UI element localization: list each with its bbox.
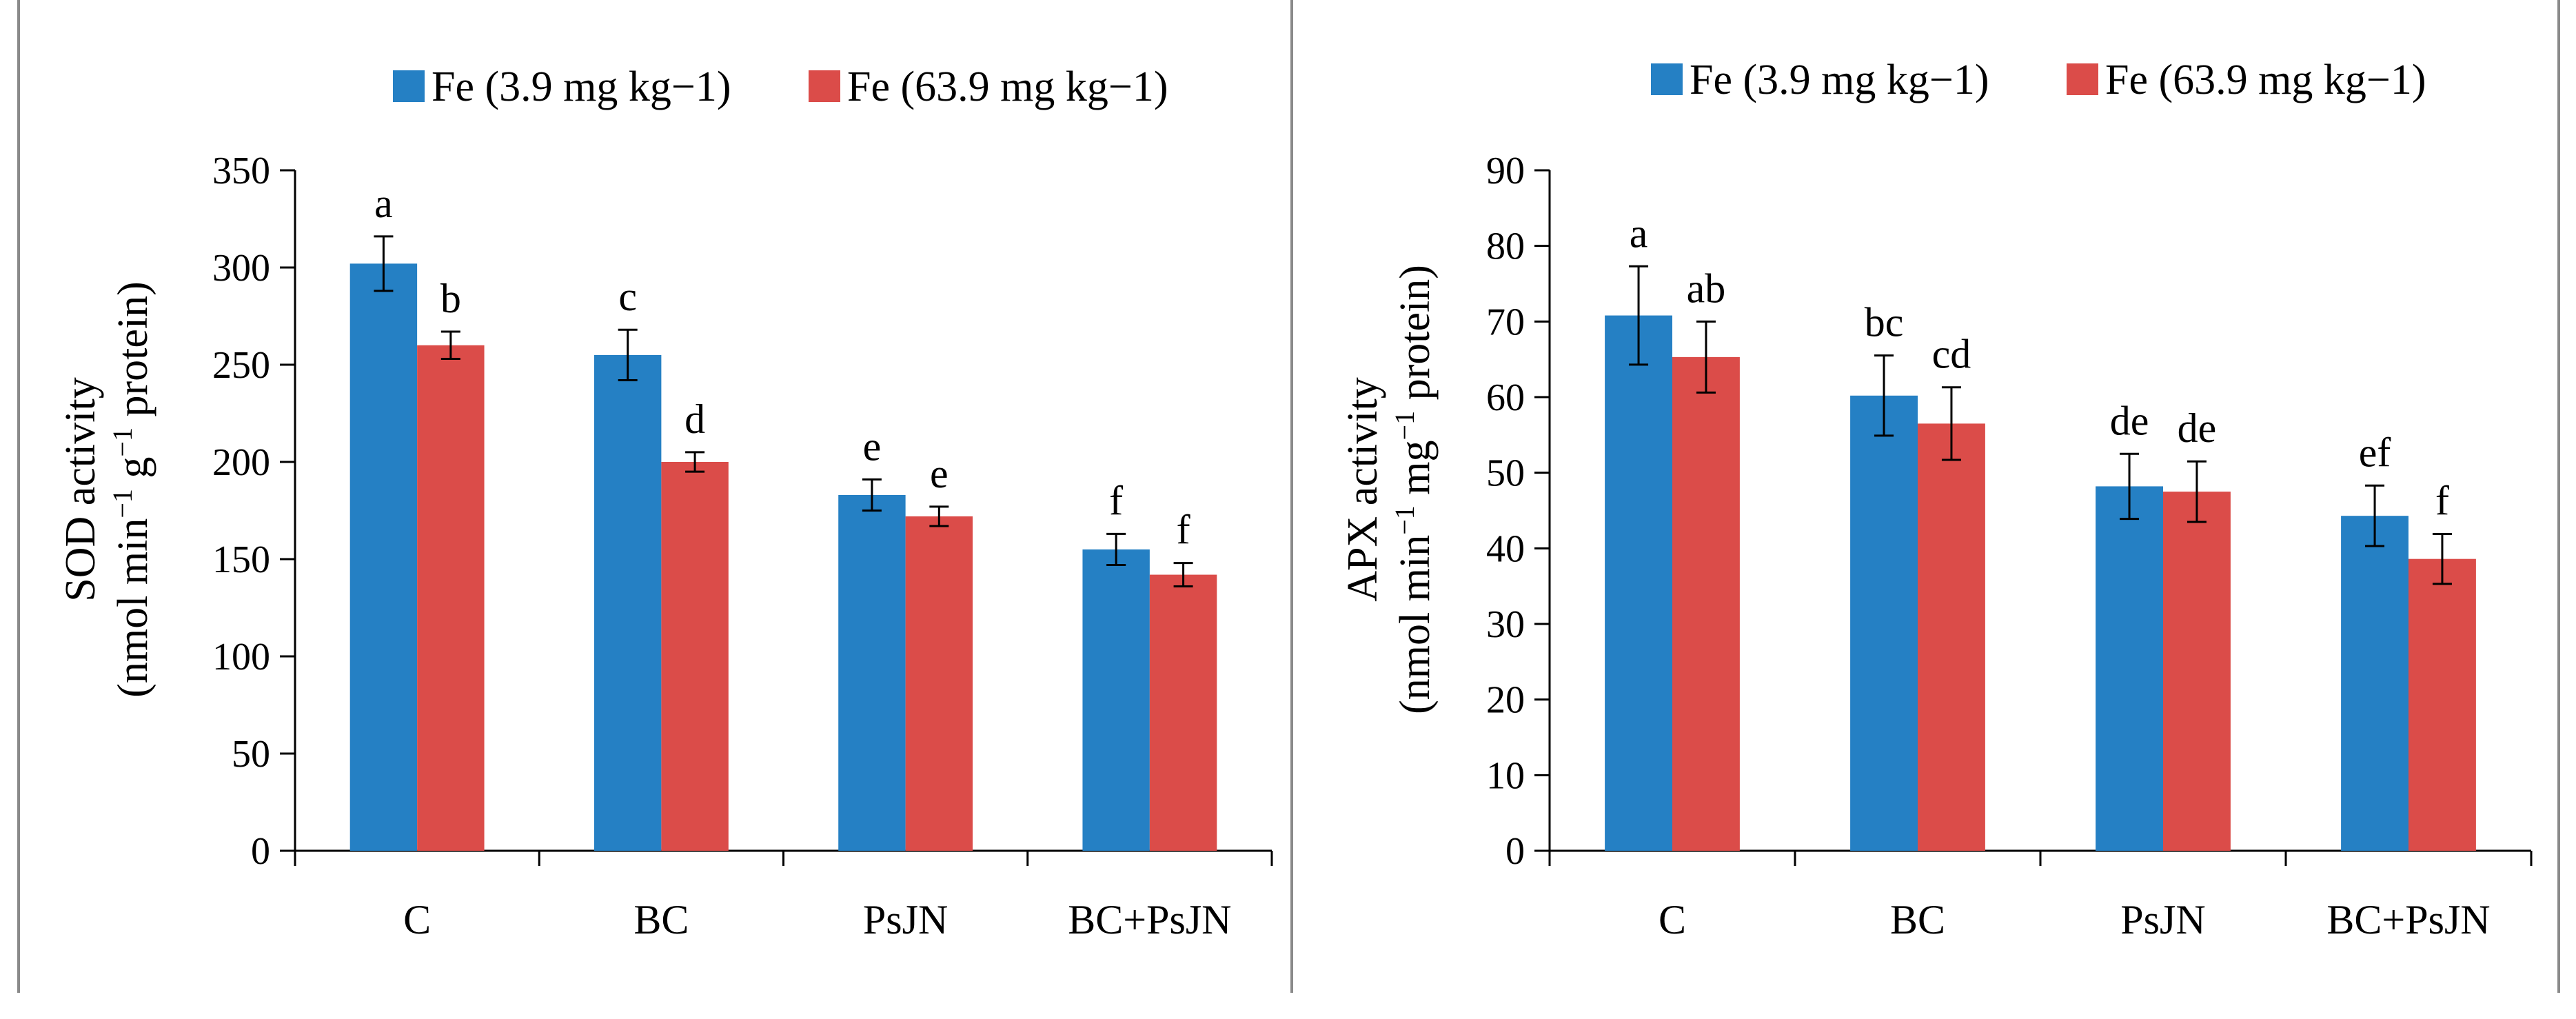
sod-plot-area: 0 50 100 150 200 250 300 350 Ca b BC c d PsJN e e BC+PsJ…	[212, 150, 1273, 942]
bar-series2	[2163, 492, 2231, 851]
y-axis-title-line1: SOD activity	[57, 377, 104, 601]
x-category-label: BC	[1890, 897, 1945, 942]
significance-letter: de	[2110, 398, 2149, 443]
x-category-label: BC	[633, 897, 689, 942]
bar-series1	[838, 494, 906, 851]
bar-series1	[2341, 516, 2408, 851]
y-axis-title: SOD activity (nmol min−1 g−1 protein)	[57, 281, 156, 697]
y-tick-label: 20	[1486, 679, 1525, 722]
y-tick-label: 350	[212, 150, 270, 192]
bar-series1	[1082, 549, 1150, 851]
y-axis-title-line1: APX activity	[1339, 377, 1386, 601]
x-category-label: BC+PsJN	[1068, 897, 1231, 942]
bar-series2	[661, 462, 729, 851]
y-tick-label: 150	[212, 538, 270, 581]
apx-chart: Fe (3.9 mg kg−1) Fe (63.9 mg kg−1) APX a…	[1339, 57, 2533, 942]
bar-series2	[2408, 558, 2476, 851]
significance-letter: f	[1109, 478, 1123, 523]
x-category-label: C	[403, 897, 431, 942]
y-tick-label: 60	[1486, 376, 1525, 419]
significance-letter: e	[930, 451, 949, 496]
y-tick-label: 0	[1505, 830, 1525, 873]
y-tick-label: 50	[1486, 452, 1525, 495]
legend-label-series1: Fe (3.9 mg kg−1)	[432, 63, 731, 110]
x-category-label: PsJN	[2120, 897, 2205, 942]
significance-letter: de	[2178, 405, 2217, 451]
x-category-label: BC+PsJN	[2326, 897, 2490, 942]
significance-letter: cd	[1932, 332, 1971, 377]
y-tick-label: 40	[1486, 527, 1525, 570]
significance-letter: bc	[1865, 300, 1904, 345]
bar-series1	[2096, 486, 2163, 851]
y-tick-label: 30	[1486, 603, 1525, 646]
bar-series1	[1605, 315, 1672, 851]
y-tick-label: 50	[232, 733, 270, 776]
x-category-label: PsJN	[863, 897, 948, 942]
y-tick-label: 90	[1486, 150, 1525, 192]
bar-series1	[1850, 395, 1918, 851]
panel-frames	[17, 0, 2560, 993]
significance-letter: f	[2435, 478, 2449, 523]
significance-letter: ef	[2359, 430, 2391, 475]
y-tick-label: 10	[1486, 754, 1525, 797]
legend-swatch-series2	[2067, 63, 2098, 95]
legend-swatch-series1	[1651, 63, 1683, 95]
legend-swatch-series1	[393, 70, 425, 102]
significance-letter: d	[684, 396, 705, 442]
bar-series2	[417, 345, 485, 851]
y-axis-title-line2: (nmol min−1 g−1 protein)	[107, 281, 157, 697]
y-tick-label: 300	[212, 247, 270, 290]
y-axis-title: APX activity (nmol min−1 mg−1 protein)	[1339, 265, 1439, 714]
significance-letter: ab	[1687, 265, 1726, 311]
significance-letter: a	[1630, 210, 1648, 256]
y-axis-title-line2: (nmol min−1 mg−1 protein)	[1389, 265, 1439, 714]
bar-series1	[594, 354, 662, 851]
bar-series2	[1149, 574, 1217, 851]
bar-series2	[1918, 423, 1985, 851]
significance-letter: c	[618, 274, 637, 319]
bar-series2	[905, 516, 973, 851]
y-tick-label: 100	[212, 636, 270, 678]
significance-letter: b	[440, 276, 461, 321]
sod-chart: Fe (3.9 mg kg−1) Fe (63.9 mg kg−1) SOD a…	[57, 63, 1273, 942]
y-tick-label: 0	[251, 830, 270, 873]
significance-letter: e	[863, 423, 882, 469]
bar-series2	[1672, 356, 1740, 851]
significance-letter: a	[374, 181, 393, 226]
legend-label-series1: Fe (3.9 mg kg−1)	[1690, 57, 1989, 103]
y-tick-label: 80	[1486, 225, 1525, 268]
y-tick-label: 200	[212, 441, 270, 484]
y-tick-label: 250	[212, 344, 270, 387]
legend: Fe (3.9 mg kg−1) Fe (63.9 mg kg−1)	[1651, 57, 2426, 103]
legend-swatch-series2	[809, 70, 840, 102]
significance-letter: f	[1177, 507, 1190, 553]
legend-label-series2: Fe (63.9 mg kg−1)	[847, 63, 1168, 110]
x-category-label: C	[1659, 897, 1686, 942]
bar-series1	[349, 263, 418, 851]
y-tick-label: 70	[1486, 301, 1525, 343]
legend-label-series2: Fe (63.9 mg kg−1)	[2105, 57, 2426, 103]
legend: Fe (3.9 mg kg−1) Fe (63.9 mg kg−1)	[393, 63, 1168, 110]
